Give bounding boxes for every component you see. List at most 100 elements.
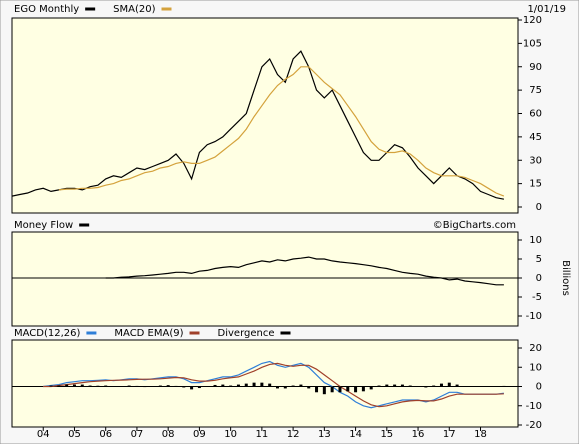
x-tick-label: 16 (412, 429, 425, 440)
x-tick-label: 12 (287, 429, 300, 440)
x-tick-label: 18 (474, 429, 487, 440)
watermark: ©BigCharts.com (433, 220, 516, 231)
series-line (11, 50, 505, 200)
divergence-bar (65, 384, 69, 387)
x-tick-label: 04 (37, 429, 50, 440)
x-tick-label: 15 (380, 429, 393, 440)
y-tick-label: 20 (529, 343, 542, 354)
divergence-bar (57, 385, 61, 387)
divergence-bar (143, 386, 147, 388)
divergence-bar (283, 386, 287, 389)
plot-area (11, 17, 519, 214)
y-tick-label: 60 (529, 109, 542, 120)
divergence-bar (393, 384, 397, 387)
legend-label: SMA(20) (113, 4, 155, 15)
divergence-bar (455, 384, 459, 387)
x-tick-label: 08 (162, 429, 175, 440)
date-label: 1/01/19 (527, 4, 566, 15)
divergence-bar (213, 384, 217, 387)
divergence-bar (158, 385, 162, 387)
divergence-bar (346, 386, 350, 392)
x-tick-label: 05 (68, 429, 81, 440)
divergence-bar (447, 382, 451, 387)
legend-label: EGO Monthly (14, 4, 79, 15)
legend-label: MACD(12,26) (14, 328, 81, 339)
divergence-bar (244, 383, 248, 387)
y-tick-label: 120 (523, 15, 542, 26)
divergence-bar (439, 383, 443, 387)
series-line (58, 66, 505, 197)
series-line (43, 362, 504, 408)
divergence-bar (174, 385, 178, 387)
y-tick-label: -10 (526, 311, 542, 322)
divergence-bar (72, 384, 76, 387)
y-tick-label: 0 (536, 202, 542, 213)
y-tick-label: 30 (529, 155, 542, 166)
divergence-bar (268, 383, 272, 387)
x-tick-label: 09 (193, 429, 206, 440)
series-line (105, 256, 504, 286)
legend-label: MACD EMA(9) (114, 328, 183, 339)
divergence-bar (260, 382, 264, 387)
divergence-bar (182, 386, 186, 388)
divergence-bar (385, 384, 389, 387)
y-tick-label: 0 (536, 273, 542, 284)
divergence-bar (127, 385, 131, 387)
y-tick-label: -20 (526, 420, 542, 431)
divergence-bar (80, 384, 84, 387)
y-tick-label: 15 (529, 179, 542, 190)
divergence-bar (166, 385, 170, 387)
divergence-bar (49, 385, 53, 387)
divergence-bar (361, 386, 365, 392)
y-tick-label: 45 (529, 132, 542, 143)
x-tick-label: 07 (131, 429, 144, 440)
y-tick-label: 0 (536, 382, 542, 393)
divergence-bar (221, 384, 225, 387)
y-tick-label: 5 (536, 254, 542, 265)
divergence-bar (135, 385, 139, 387)
divergence-bar (354, 386, 358, 393)
divergence-bar (377, 385, 381, 387)
divergence-bar (315, 386, 319, 393)
x-tick-label: 14 (349, 429, 362, 440)
divergence-bar (369, 386, 373, 390)
divergence-bar (322, 386, 326, 395)
y-tick-label: -10 (526, 401, 542, 412)
divergence-bar (229, 385, 233, 387)
divergence-bar (400, 384, 404, 387)
y-axis-label: Billions (560, 260, 571, 296)
legend-label: Money Flow (14, 220, 73, 231)
divergence-bar (275, 386, 279, 389)
divergence-bar (96, 385, 100, 387)
plot-area (11, 339, 519, 428)
divergence-bar (432, 385, 436, 387)
y-tick-label: 105 (523, 38, 542, 49)
divergence-bar (88, 385, 92, 387)
x-tick-label: 10 (224, 429, 237, 440)
x-tick-label: 17 (443, 429, 456, 440)
divergence-bar (502, 385, 506, 387)
divergence-bar (408, 385, 412, 387)
y-tick-label: 10 (529, 235, 542, 246)
divergence-bar (252, 382, 256, 387)
divergence-bar (307, 386, 311, 389)
divergence-bar (197, 386, 201, 389)
plot-area (11, 231, 519, 327)
y-tick-label: -5 (532, 292, 542, 303)
divergence-bar (299, 384, 303, 387)
y-tick-label: 90 (529, 62, 542, 73)
divergence-bar (190, 386, 194, 390)
divergence-bar (104, 385, 108, 387)
divergence-bar (291, 385, 295, 387)
divergence-bar (236, 384, 240, 387)
divergence-bar (338, 386, 342, 393)
divergence-bar (330, 386, 334, 393)
divergence-bar (424, 386, 428, 388)
x-tick-label: 06 (99, 429, 112, 440)
legend-label: Divergence (218, 328, 275, 339)
x-tick-label: 11 (256, 429, 269, 440)
y-tick-label: 10 (529, 362, 542, 373)
x-tick-label: 13 (318, 429, 331, 440)
